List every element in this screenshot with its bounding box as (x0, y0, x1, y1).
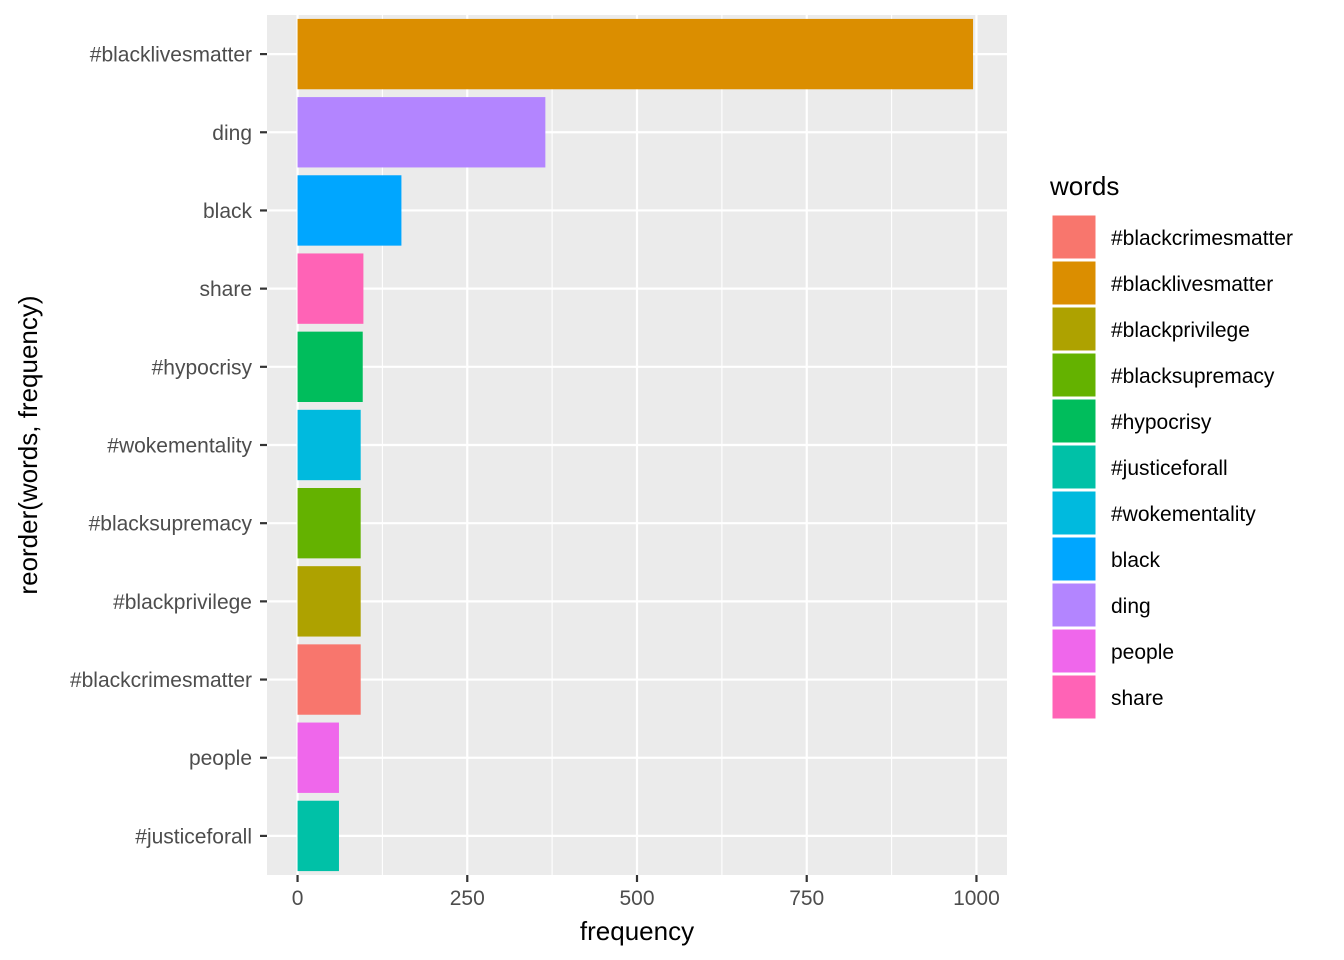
legend-label: ding (1111, 595, 1151, 618)
y-tick-label: #blacklivesmatter (90, 44, 252, 67)
legend-label: #blackprivilege (1111, 319, 1250, 342)
x-tick-label: 500 (619, 887, 654, 910)
bar (297, 175, 402, 246)
x-axis-title: frequency (580, 916, 694, 946)
y-tick-label: #blackprivilege (113, 591, 252, 614)
legend-label: #blacklivesmatter (1111, 273, 1273, 296)
legend-key (1051, 214, 1097, 260)
x-axis: 0 250 500 750 1000 (292, 875, 1000, 910)
bar (297, 800, 339, 872)
legend-key (1051, 628, 1097, 674)
y-tick-label: #blackcrimesmatter (70, 669, 252, 692)
legend-label: #blackcrimesmatter (1111, 227, 1293, 250)
y-tick-label: people (189, 747, 252, 770)
bar (297, 722, 339, 793)
legend-key (1051, 398, 1097, 444)
legend-label: #hypocrisy (1111, 411, 1212, 434)
bar (297, 488, 361, 559)
bar (297, 253, 364, 324)
legend-key (1051, 352, 1097, 398)
x-tick-label: 250 (450, 887, 485, 910)
x-tick-label: 0 (292, 887, 304, 910)
legend-key (1051, 582, 1097, 628)
legend-label: #wokementality (1111, 503, 1256, 526)
legend-label: #blacksupremacy (1111, 365, 1275, 388)
bar (297, 566, 361, 637)
legend-key (1051, 490, 1097, 536)
y-tick-label: #blacksupremacy (89, 513, 253, 536)
legend-key (1051, 306, 1097, 352)
bars (297, 18, 974, 872)
legend: words #blackcrimesmatter #blacklivesmatte… (1049, 171, 1293, 720)
y-axis-title: reorder(words, frequency) (13, 295, 43, 594)
bar (297, 97, 546, 168)
legend-key (1051, 674, 1097, 720)
legend-label: #justiceforall (1111, 457, 1228, 480)
y-tick-label: share (199, 278, 252, 301)
y-tick-label: #hypocrisy (152, 356, 253, 379)
legend-key (1051, 260, 1097, 306)
x-tick-label: 750 (789, 887, 824, 910)
bar (297, 409, 361, 481)
legend-title: words (1049, 171, 1119, 201)
y-tick-label: #wokementality (107, 435, 252, 458)
legend-label: black (1111, 549, 1161, 572)
bar (297, 18, 974, 90)
y-axis: #blacklivesmatter ding black share #hypocris… (70, 44, 267, 848)
x-tick-label: 1000 (953, 887, 1000, 910)
legend-label: share (1111, 687, 1164, 710)
legend-key (1051, 536, 1097, 582)
y-tick-label: #justiceforall (135, 825, 252, 848)
bar (297, 331, 363, 402)
bar (297, 644, 361, 715)
legend-key (1051, 444, 1097, 490)
y-tick-label: black (203, 200, 253, 223)
y-tick-label: ding (212, 122, 252, 145)
legend-label: people (1111, 641, 1174, 664)
